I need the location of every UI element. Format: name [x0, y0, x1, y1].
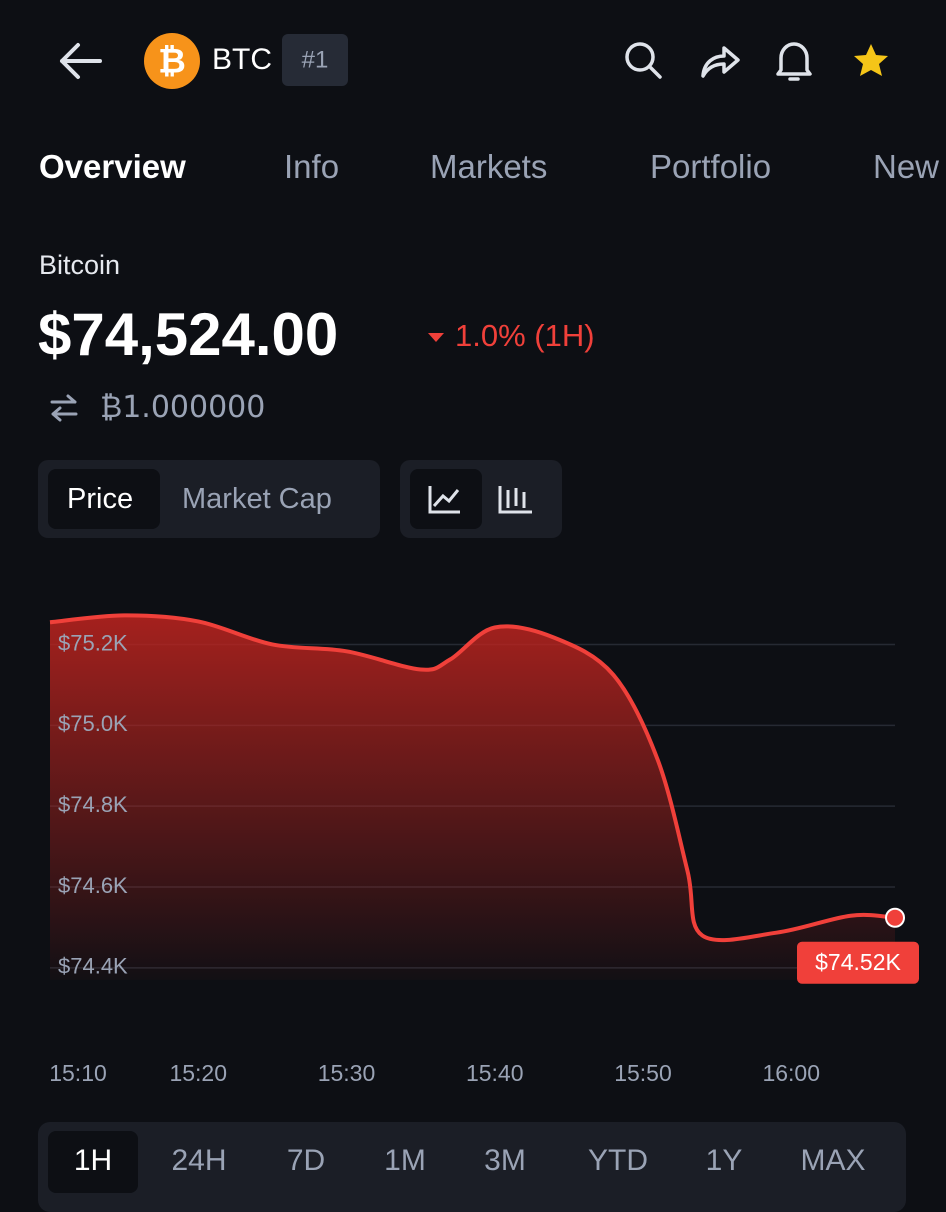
coin-logo: ₿: [144, 33, 200, 89]
y-tick-label: $75.0K: [58, 711, 128, 736]
back-button[interactable]: [60, 43, 102, 79]
svg-text:₿: ₿: [158, 42, 186, 82]
range-option[interactable]: 1M: [384, 1144, 426, 1177]
x-tick-label: 15:50: [614, 1060, 672, 1086]
btc-value: ₿1.000000: [100, 390, 266, 425]
price-chart: 15:10 15:20 15:30 15:40 15:50 16:00 $75.2K $75.…: [49, 613, 919, 1086]
coin-name: Bitcoin: [39, 250, 121, 280]
x-tick-label: 15:20: [169, 1060, 227, 1086]
rank-badge: [282, 34, 348, 86]
down-arrow: [428, 333, 444, 342]
toggle-option[interactable]: Price: [67, 483, 134, 515]
search-icon[interactable]: [625, 42, 662, 79]
candle-chart-icon[interactable]: [498, 486, 532, 514]
toggle-selected: [48, 469, 160, 529]
y-tick-label: $74.6K: [58, 873, 128, 898]
favorite-star[interactable]: [854, 44, 888, 76]
tab[interactable]: Info: [284, 148, 340, 185]
value-badge: [797, 941, 919, 984]
x-tick-label: 16:00: [762, 1060, 820, 1086]
range-selected: [48, 1131, 138, 1193]
toggle-option[interactable]: Market Cap: [182, 483, 332, 515]
range-option[interactable]: 1Y: [705, 1144, 743, 1177]
tab[interactable]: Portfolio: [650, 148, 772, 185]
range-bar: [38, 1122, 906, 1212]
top-bar: ₿ BTC #1: [60, 33, 888, 89]
tab[interactable]: Overview: [39, 148, 186, 185]
price-line: [49, 613, 896, 943]
y-tick-label: $74.4K: [58, 954, 128, 979]
price-change: 1.0% (1H): [455, 318, 595, 353]
bell-icon[interactable]: [776, 42, 812, 81]
tab[interactable]: Markets: [430, 148, 548, 185]
range-option[interactable]: 3M: [484, 1144, 526, 1177]
share-icon[interactable]: [701, 46, 740, 78]
range-option[interactable]: YTD: [588, 1144, 648, 1177]
tab[interactable]: New: [873, 148, 940, 185]
convert-icon: [50, 394, 78, 422]
range-option[interactable]: MAX: [800, 1144, 866, 1177]
x-tick-label: 15:10: [49, 1060, 107, 1086]
y-tick-label: $74.8K: [58, 792, 128, 817]
range-option[interactable]: 1H: [73, 1144, 113, 1177]
chart-style-toggle: [400, 460, 562, 538]
area-fill: [50, 615, 895, 980]
x-tick-label: 15:30: [318, 1060, 376, 1086]
line-chart-icon[interactable]: [428, 486, 460, 514]
range-option[interactable]: 7D: [286, 1144, 326, 1177]
y-tick-label: $75.2K: [58, 630, 128, 655]
range-option[interactable]: 24H: [171, 1144, 227, 1177]
value-label: $74.52K: [815, 949, 901, 975]
rank: #1: [302, 46, 329, 73]
symbol: BTC: [212, 43, 272, 76]
x-tick-label: 15:40: [466, 1060, 524, 1086]
last-point: [885, 907, 905, 928]
price: $74,524.00: [38, 301, 339, 368]
